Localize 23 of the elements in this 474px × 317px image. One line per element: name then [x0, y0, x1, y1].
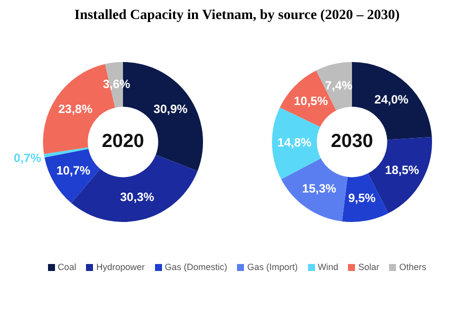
slice-label: 2030 [330, 131, 373, 152]
data-label: 9,5% [348, 191, 376, 206]
legend-label: Gas (Domestic) [164, 262, 228, 272]
legend-label: Gas (Import) [246, 262, 298, 272]
data-label: 23,8% [58, 102, 92, 116]
data-label: 30,3% [120, 190, 154, 204]
data-label: 30,9% [153, 102, 188, 116]
data-label: 14,8% [276, 135, 312, 150]
chart-title: Installed Capacity in Vietnam, by source (2020 – 2030) [73, 8, 401, 24]
legend-label: Wind [316, 262, 338, 272]
legend-label: Hydropower [95, 262, 145, 272]
data-label: 3,6% [102, 77, 130, 92]
data-label: 15,3% [302, 182, 336, 196]
data-label: 10,5% [293, 94, 328, 108]
data-label: 7,4% [324, 78, 352, 92]
legend-label: Coal [56, 262, 76, 272]
data-label: 24,0% [374, 92, 408, 106]
data-label: 10,7% [56, 163, 90, 178]
slice-label: 2020 [101, 131, 144, 152]
data-label: 18,5% [384, 162, 419, 177]
legend-label: Solar [357, 262, 380, 272]
legend-label: Others [398, 262, 426, 272]
data-label: 0,7% [13, 150, 41, 165]
